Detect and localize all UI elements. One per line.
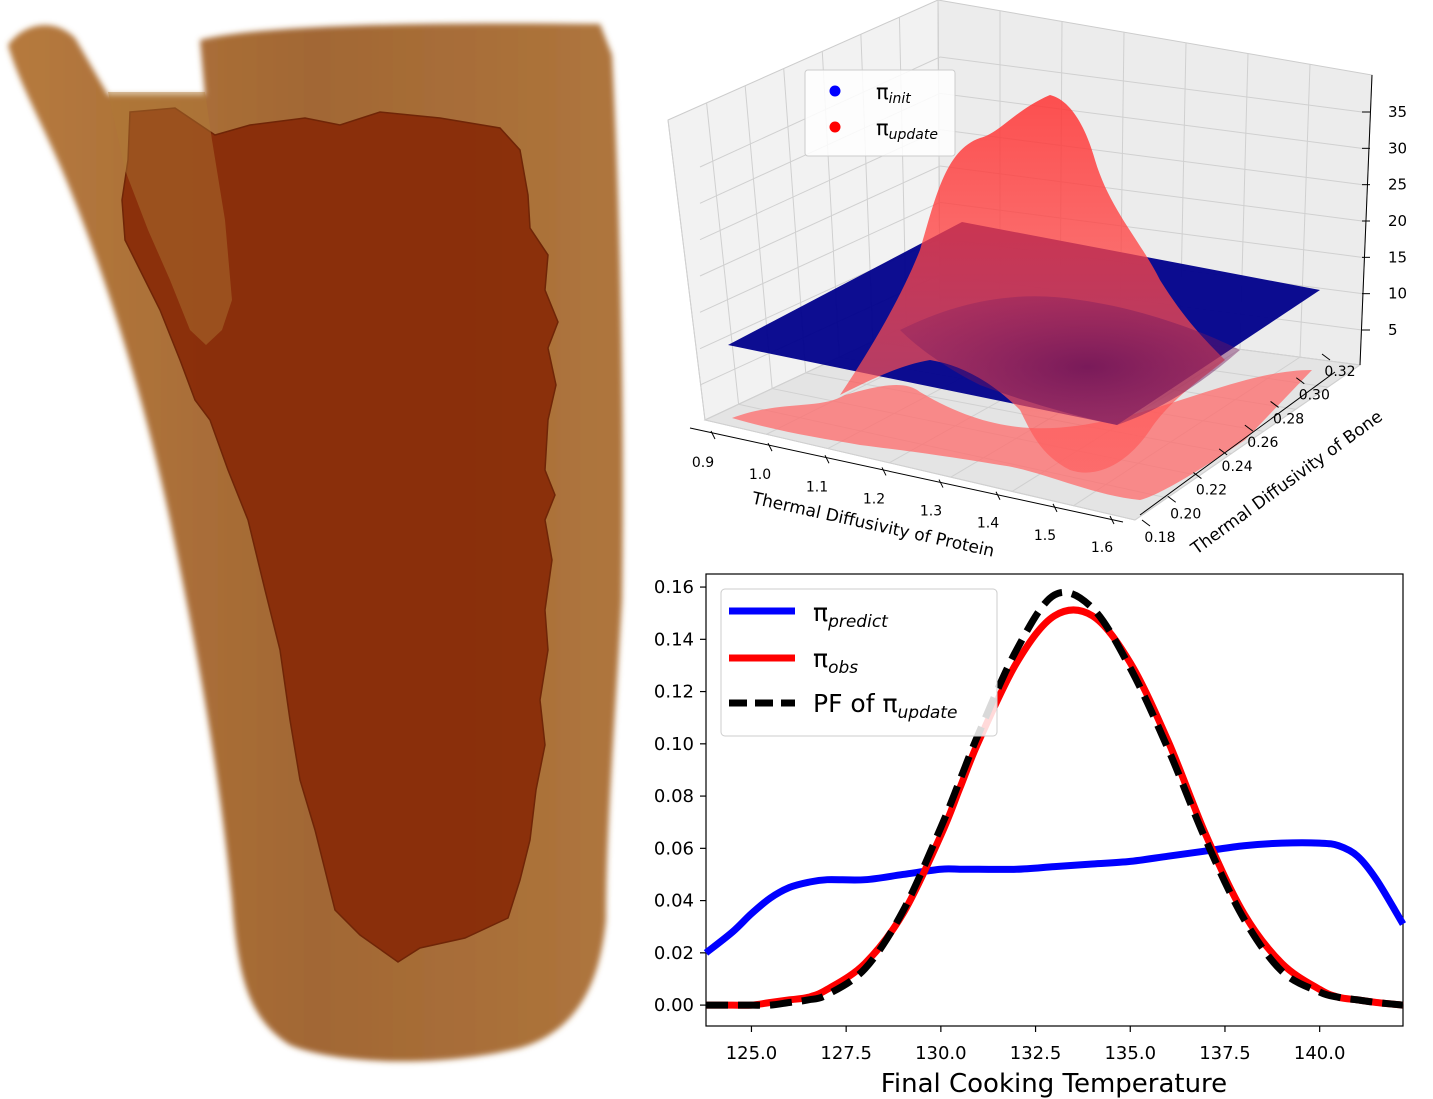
x-tick-label: 127.5 — [820, 1043, 872, 1064]
y-tick-3d — [1141, 519, 1151, 527]
grid-line-back-left — [706, 102, 740, 405]
x-tick-label: 130.0 — [915, 1043, 967, 1064]
y-tick-label: 0.04 — [654, 891, 694, 912]
ticks-2d: 125.0 127.5 130.0 132.5 135.0 137.5 140.0 0.00 0… — [654, 577, 1346, 1064]
grid-line-back-left — [667, 119, 706, 421]
x-tick-label: 135.0 — [1104, 1043, 1156, 1064]
x-tick-label-3d: 1.2 — [863, 491, 885, 507]
line-chart: 125.0 127.5 130.0 132.5 135.0 137.5 140.0 0.00 0… — [654, 573, 1407, 1099]
legend-predict-label: πpredict — [813, 598, 889, 632]
y-tick-label-3d: 0.18 — [1144, 530, 1175, 546]
y-tick-label: 0.02 — [654, 943, 694, 964]
x-tick-label-3d: 1.0 — [749, 467, 771, 483]
x-tick-label-3d: 0.9 — [692, 455, 714, 471]
overlap-region — [900, 296, 1240, 425]
y-tick-label: 0.08 — [654, 786, 694, 807]
surface-3d-chart: 0.9 1.0 1.1 1.2 1.3 1.4 1.5 1.6 0.18 0.20 0.22 0.24… — [667, 0, 1407, 562]
y-tick-label-3d: 0.30 — [1299, 388, 1330, 404]
grid-line-z-left — [699, 165, 941, 277]
x-tick-label-3d: 1.1 — [806, 479, 828, 495]
y-tick-label: 0.06 — [654, 838, 694, 859]
legend-pf-update-label: PF of πupdate — [813, 689, 957, 723]
x-tick-label-3d: 1.4 — [977, 516, 999, 532]
y-tick-label-3d: 0.20 — [1170, 506, 1201, 522]
x-tick-label: 140.0 — [1294, 1043, 1346, 1064]
y-tick-label-3d: 0.24 — [1222, 459, 1253, 475]
y-tick-3d — [1270, 401, 1279, 408]
grid-line-z-right — [939, 56, 1363, 113]
y-tick-label: 0.10 — [654, 734, 694, 755]
x-tick-3d — [995, 491, 1001, 500]
x-tick-label-3d: 1.3 — [920, 504, 942, 520]
y-tick-label: 0.00 — [654, 995, 694, 1016]
y-tick-label: 0.12 — [654, 682, 694, 703]
pf-update-line — [706, 588, 1404, 1009]
z-axis-line — [1359, 74, 1373, 366]
x-tick-label: 132.5 — [1010, 1043, 1062, 1064]
y-tick-label-3d: 0.22 — [1196, 483, 1227, 499]
x-axis-label: Final Cooking Temperature — [881, 1069, 1227, 1099]
tissue-inner-shape — [121, 107, 559, 963]
tissue-front-flap — [108, 92, 232, 345]
y-tick-3d — [1244, 424, 1254, 432]
y-tick-3d — [1193, 472, 1202, 479]
legend-2d-frame — [720, 588, 998, 737]
x-tick-3d — [767, 442, 773, 452]
y-tick-label-3d: 0.26 — [1247, 435, 1278, 451]
grid-line-back-right — [1299, 64, 1311, 358]
predict-line — [703, 839, 1407, 956]
y-axis-line — [1139, 371, 1336, 516]
y-tick-label-3d: 0.28 — [1273, 411, 1304, 427]
x-tick-label: 137.5 — [1199, 1043, 1251, 1064]
z-tick-label-3d: 30 — [1388, 139, 1407, 157]
x-tick-label-3d: 1.5 — [1034, 528, 1056, 544]
z-tick-label-3d: 10 — [1388, 285, 1407, 303]
legend-3d: πinit πupdate — [804, 69, 956, 157]
legend-init-label: πinit — [876, 80, 911, 107]
legend-update-marker — [829, 121, 841, 133]
x-tick-label: 125.0 — [726, 1043, 778, 1064]
x-tick-3d — [881, 467, 887, 476]
z-tick-label-3d: 20 — [1388, 212, 1407, 230]
y-tick-3d — [1321, 353, 1331, 361]
series-lines — [703, 588, 1407, 1009]
legend-init-marker — [829, 85, 841, 97]
update-surface-base — [732, 370, 1312, 500]
x-tick-3d — [1052, 503, 1058, 513]
z-tick-label-3d: 35 — [1388, 103, 1407, 121]
z-tick-label-3d: 15 — [1388, 248, 1407, 266]
y-tick-3d — [1218, 448, 1228, 456]
ticks-3d: 0.9 1.0 1.1 1.2 1.3 1.4 1.5 1.6 0.18 0.20 0.22 0.24… — [692, 103, 1407, 556]
y-tick-label: 0.16 — [654, 577, 694, 598]
y-tick-3d — [1295, 377, 1305, 385]
x-tick-3d — [938, 479, 944, 488]
x-tick-3d — [1109, 515, 1115, 525]
legend-2d: πpredict πobs PF of πupdate — [720, 588, 998, 737]
grid-line-floor — [704, 419, 1136, 521]
x-tick-label-3d: 1.6 — [1091, 540, 1113, 556]
legend-3d-frame — [804, 69, 956, 157]
x-tick-3d — [824, 455, 830, 464]
meat-cut-volume-render-icon — [8, 23, 623, 1062]
grid-line-floor — [1134, 364, 1361, 521]
grid-line-z-left — [699, 201, 941, 313]
y-tick-3d — [1167, 495, 1177, 503]
legend-obs-label: πobs — [813, 644, 858, 678]
y-tick-label-3d: 0.32 — [1324, 364, 1355, 380]
legend-update-label: πupdate — [876, 116, 938, 143]
x-tick-3d — [710, 430, 716, 440]
grid-line-z-right — [939, 92, 1363, 149]
y-tick-label: 0.14 — [654, 629, 694, 650]
z-tick-label-3d: 5 — [1388, 321, 1398, 339]
x-axis-line — [689, 427, 1124, 523]
z-tick-label-3d: 25 — [1388, 176, 1407, 194]
